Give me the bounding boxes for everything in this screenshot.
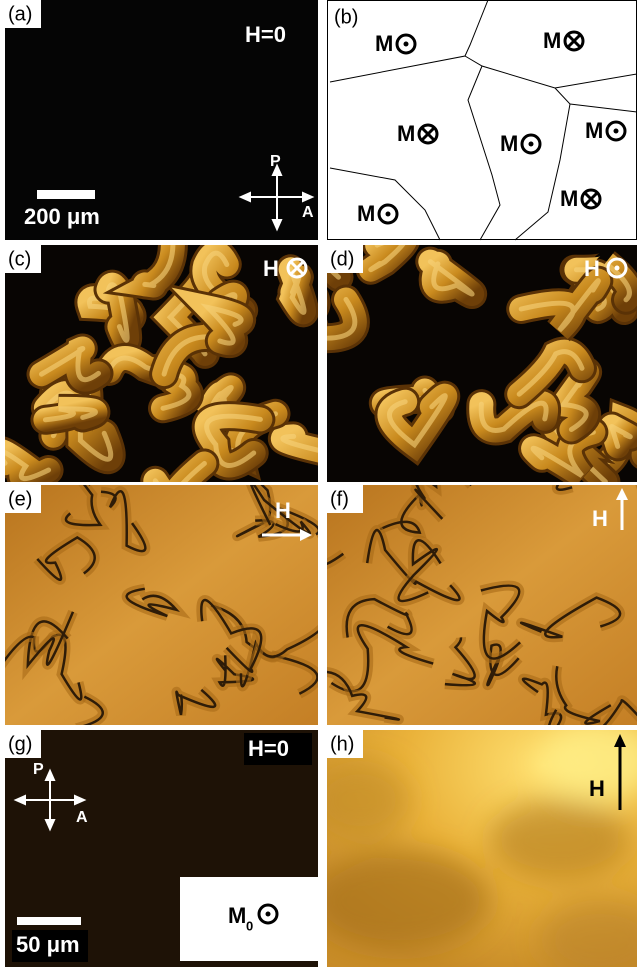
panel-label: (d): [330, 248, 354, 270]
analyzer-label: A: [76, 809, 88, 826]
magnetization-subscript: 0: [246, 918, 253, 933]
panel-label: (e): [8, 488, 32, 510]
scale-label: 50 μm: [16, 932, 80, 957]
field-label: H=0: [248, 736, 289, 761]
field-label: H: [589, 776, 605, 801]
symbol-dot: [404, 42, 409, 47]
magnetization-label: M: [228, 903, 246, 928]
panel-label: (g): [8, 733, 32, 755]
domain-label: M: [375, 31, 393, 56]
domain-label: M: [500, 131, 518, 156]
panel-label: (b): [334, 6, 358, 28]
figure: (a) H=0 200 μm P A (b) M M M M M M M (c) H (d)…: [0, 0, 637, 967]
field-label: H: [275, 498, 291, 523]
panel-label: (h): [330, 733, 354, 755]
symbol-dot: [529, 142, 534, 147]
domain-label: M: [543, 28, 561, 53]
panel-label: (a): [8, 3, 32, 25]
symbol-dot: [386, 212, 391, 217]
panel-label: (c): [8, 248, 31, 270]
scale-bar: [37, 190, 95, 199]
panel-label: (f): [330, 488, 349, 510]
field-label: H: [584, 256, 600, 281]
domain-label: M: [357, 201, 375, 226]
symbol-dot: [614, 129, 619, 134]
field-label: H: [592, 506, 608, 531]
analyzer-label: A: [302, 204, 314, 221]
field-label: H=0: [245, 22, 286, 47]
field-label: H: [263, 256, 279, 281]
polarizer-label: P: [33, 761, 44, 778]
scale-label: 200 μm: [24, 204, 100, 229]
symbol-dot: [266, 912, 271, 917]
domain-label: M: [397, 121, 415, 146]
scale-bar: [17, 917, 81, 925]
polarizer-label: P: [270, 153, 281, 170]
symbol-dot: [615, 266, 620, 271]
domain-label: M: [585, 118, 603, 143]
domain-label: M: [560, 186, 578, 211]
